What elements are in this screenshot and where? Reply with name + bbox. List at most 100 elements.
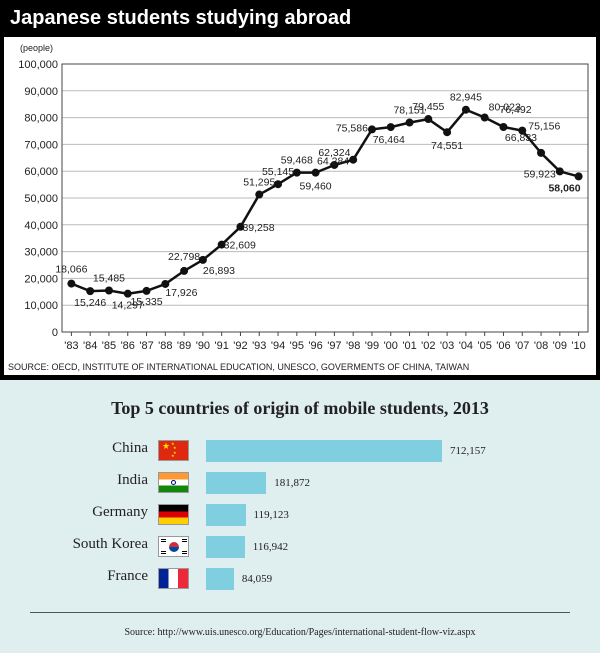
- data-point-marker: [311, 168, 320, 177]
- plot-frame: [61, 63, 589, 333]
- x-tick-label: '86: [121, 340, 135, 352]
- mobile-students-panel: Top 5 countries of origin of mobile stud…: [0, 380, 600, 653]
- x-tick-label: '89: [177, 340, 191, 352]
- data-point-marker: [537, 148, 546, 157]
- x-tick-label: '90: [196, 340, 210, 352]
- x-tick-label: '87: [139, 340, 153, 352]
- data-value-label: 75,586: [336, 122, 368, 134]
- data-value-label: 14,297: [112, 300, 144, 312]
- x-tick-label: '95: [290, 340, 304, 352]
- data-point-marker: [555, 167, 564, 176]
- data-value-label: 18,066: [55, 264, 87, 276]
- data-value-label: 22,798: [168, 251, 200, 263]
- y-tick-label: 60,000: [24, 166, 58, 178]
- data-value-label: 75,156: [528, 121, 560, 133]
- bar-france: [206, 568, 234, 590]
- data-value-label: 66,833: [505, 132, 537, 144]
- data-point-marker: [518, 126, 527, 135]
- x-tick-label: '01: [402, 340, 416, 352]
- x-tick-label: '00: [384, 340, 398, 352]
- data-point-marker: [443, 128, 452, 137]
- data-point-marker: [349, 155, 358, 164]
- y-tick-label: 40,000: [24, 220, 58, 232]
- y-tick-label: 80,000: [24, 113, 58, 125]
- data-point-marker: [499, 123, 508, 132]
- x-tick-label: '02: [421, 340, 435, 352]
- data-value-label: 26,893: [203, 265, 235, 277]
- data-point-marker: [161, 279, 170, 288]
- x-tick-label: '06: [496, 340, 510, 352]
- country-label-germany: Germany: [92, 504, 148, 520]
- japan-chart-panel: Japanese students studying abroad (peopl…: [0, 0, 600, 380]
- data-point-marker: [330, 160, 339, 169]
- y-tick-label: 20,000: [24, 273, 58, 285]
- bar-value-germany: 119,123: [253, 509, 289, 521]
- data-value-label: 59,923: [524, 168, 556, 180]
- france-flag-icon: [158, 568, 189, 589]
- x-tick-label: '98: [346, 340, 360, 352]
- data-point-marker: [67, 279, 76, 288]
- data-value-label: 78,151: [393, 105, 425, 117]
- data-point-marker: [198, 255, 207, 264]
- data-value-label: 62,324: [318, 147, 350, 159]
- data-value-label: 58,060: [548, 182, 580, 194]
- y-axis-unit-label: (people): [20, 43, 53, 53]
- y-tick-label: 90,000: [24, 86, 58, 98]
- x-tick-label: '92: [233, 340, 247, 352]
- y-tick-label: 100,000: [18, 59, 58, 71]
- x-tick-label: '09: [553, 340, 567, 352]
- y-tick-label: 70,000: [24, 139, 58, 151]
- japan-plot-panel: (people) 0 10,000 20,000 30,000 40,000 50,000 6…: [4, 37, 596, 375]
- x-tick-label: '97: [327, 340, 341, 352]
- bar-germany: [206, 504, 246, 526]
- x-tick-label: '84: [83, 340, 97, 352]
- x-tick-label: '08: [534, 340, 548, 352]
- source-divider: [30, 612, 570, 613]
- data-value-label: 32,609: [224, 240, 256, 252]
- data-point-marker: [292, 168, 301, 177]
- germany-flag-icon: [158, 504, 189, 525]
- country-label-india: India: [117, 472, 148, 488]
- x-tick-label: '03: [440, 340, 454, 352]
- data-point-marker: [255, 190, 264, 199]
- data-value-label: 79,455: [412, 101, 444, 113]
- bar-value-france: 84,059: [241, 573, 273, 585]
- data-value-label: 55,145: [262, 166, 294, 178]
- china-flag-icon: ★ ★ ★ ★ ★: [158, 440, 189, 461]
- data-value-label: 15,485: [93, 273, 125, 285]
- bar-india: [206, 472, 267, 494]
- data-point-marker: [367, 125, 376, 134]
- data-point-marker: [86, 287, 95, 296]
- x-tick-label: '83: [64, 340, 78, 352]
- y-tick-label: 30,000: [24, 247, 58, 259]
- data-value-label: 15,335: [130, 296, 162, 308]
- south-korea-flag-icon: [158, 536, 189, 557]
- data-point-marker: [104, 286, 113, 295]
- y-tick-label: 50,000: [24, 193, 58, 205]
- x-tick-label: '07: [515, 340, 529, 352]
- bar-value-china: 712,157: [450, 445, 486, 457]
- bar-china: [206, 440, 442, 462]
- x-tick-label: '93: [252, 340, 266, 352]
- bar-value-south-korea: 116,942: [252, 541, 289, 553]
- data-value-label: 15,246: [74, 297, 106, 309]
- data-point-marker: [123, 289, 132, 298]
- mobile-students-source: Source: http://www.uis.unesco.org/Educat…: [124, 627, 476, 638]
- data-point-marker: [405, 118, 414, 127]
- bar-value-india: 181,872: [274, 477, 311, 489]
- data-value-label: 59,468: [281, 155, 313, 167]
- data-point-marker: [480, 113, 489, 122]
- x-tick-label: '04: [459, 340, 473, 352]
- data-value-label: 59,460: [300, 181, 332, 193]
- x-tick-label: '10: [571, 340, 585, 352]
- data-value-label: 17,926: [165, 287, 197, 299]
- x-tick-label: '88: [158, 340, 172, 352]
- data-value-label: 80,023: [489, 102, 521, 114]
- data-point-marker: [424, 115, 433, 124]
- japan-chart-title: Japanese students studying abroad: [10, 7, 352, 29]
- mobile-students-title: Top 5 countries of origin of mobile stud…: [111, 398, 489, 418]
- data-value-label: 76,464: [373, 134, 405, 146]
- bar-south-korea: [206, 536, 245, 558]
- data-value-label: 76,492: [499, 104, 531, 116]
- country-label-france: France: [107, 568, 148, 584]
